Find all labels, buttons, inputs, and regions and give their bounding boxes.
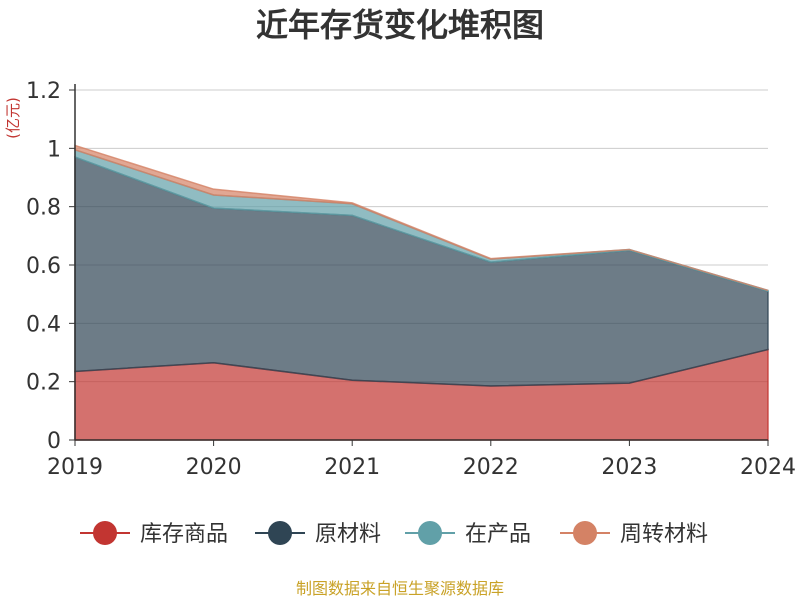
y-tick-label: 1.2 — [26, 79, 61, 104]
legend-marker — [573, 521, 597, 545]
x-tick-label: 2024 — [740, 455, 796, 480]
y-tick-labels: 0 0.2 0.4 0.6 0.8 1 1.2 — [26, 79, 75, 454]
axes — [74, 84, 768, 441]
legend-item-库存商品[interactable]: 库存商品 — [80, 521, 228, 547]
legend-label: 在产品 — [465, 522, 531, 547]
x-tick-label: 2023 — [601, 455, 657, 480]
x-tick-label: 2022 — [463, 455, 519, 480]
legend: 库存商品 原材料 在产品 周转材料 — [80, 521, 708, 547]
legend-item-在产品[interactable]: 在产品 — [405, 521, 531, 547]
area-周转材料 — [74, 144, 769, 292]
x-tick-label: 2019 — [47, 455, 103, 480]
legend-marker — [418, 521, 442, 545]
x-tick-label: 2021 — [324, 455, 380, 480]
x-tick-label: 2020 — [186, 455, 242, 480]
y-tick-label: 0.8 — [26, 196, 61, 221]
legend-marker — [93, 521, 117, 545]
y-tick-label: 0 — [47, 429, 61, 454]
x-tick-labels: 2019 2020 2021 2022 2023 2024 — [47, 440, 796, 480]
chart-title: 近年存货变化堆积图 — [256, 6, 544, 44]
data-source-note: 制图数据来自恒生聚源数据库 — [296, 579, 504, 598]
legend-item-原材料[interactable]: 原材料 — [255, 521, 381, 547]
y-tick-label: 0.6 — [26, 254, 61, 279]
y-axis-unit: (亿元) — [4, 97, 22, 139]
y-tick-label: 0.2 — [26, 371, 61, 396]
legend-item-周转材料[interactable]: 周转材料 — [560, 521, 708, 547]
legend-label: 周转材料 — [620, 522, 708, 547]
y-tick-label: 1 — [47, 137, 61, 162]
legend-marker — [268, 521, 292, 545]
legend-label: 库存商品 — [140, 522, 228, 547]
area-series-group — [74, 144, 769, 441]
legend-label: 原材料 — [315, 522, 381, 547]
y-tick-label: 0.4 — [26, 312, 61, 337]
